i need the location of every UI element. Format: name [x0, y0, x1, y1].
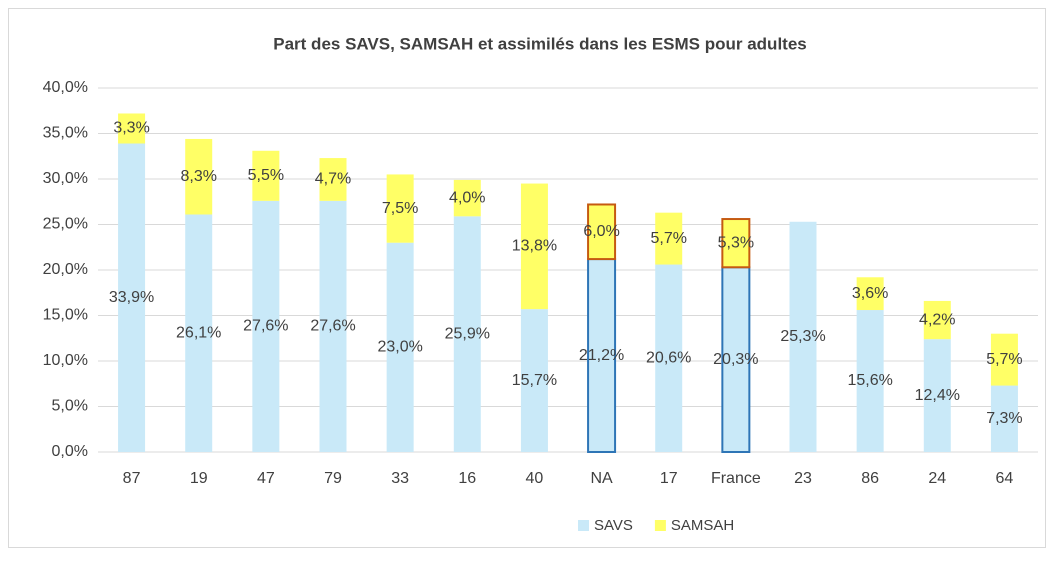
x-tick-label: 64	[996, 470, 1014, 487]
data-label: 5,5%	[248, 167, 284, 184]
bar-segment	[721, 266, 751, 453]
y-tick-label: 30,0%	[43, 170, 88, 187]
bar-segment	[453, 216, 481, 452]
y-tick-label: 25,0%	[43, 216, 88, 233]
y-tick-label: 20,0%	[43, 261, 88, 278]
x-tick-label: France	[711, 470, 761, 487]
data-label: 6,0%	[583, 223, 619, 240]
data-label: 3,6%	[852, 285, 888, 302]
data-label: 5,7%	[986, 351, 1022, 368]
x-tick-label: 86	[861, 470, 879, 487]
bar-segment	[587, 258, 617, 453]
bar-segment	[789, 221, 817, 452]
bar-segment	[118, 113, 146, 144]
bar-segment	[185, 138, 213, 215]
data-label: 26,1%	[176, 324, 221, 341]
x-tick-label: 23	[794, 470, 812, 487]
bar-segment	[118, 143, 146, 452]
bar-segment	[386, 242, 414, 452]
y-tick-label: 35,0%	[43, 125, 88, 142]
bar-segment	[520, 309, 548, 452]
bar-segment	[252, 200, 280, 452]
data-label: 8,3%	[180, 168, 216, 185]
data-label: 27,6%	[243, 318, 288, 335]
y-tick-label: 10,0%	[43, 352, 88, 369]
x-tick-label: 17	[660, 470, 678, 487]
data-label: 7,5%	[382, 200, 418, 217]
data-label: 5,3%	[718, 234, 754, 251]
data-label: 4,7%	[315, 171, 351, 188]
bar-segment	[655, 212, 683, 265]
legend-swatch	[654, 520, 666, 531]
bar-segment	[856, 277, 884, 311]
bar-segment	[856, 310, 884, 452]
bar-segment	[655, 264, 683, 452]
bar-segment	[587, 203, 617, 261]
data-label: 25,9%	[445, 325, 490, 342]
x-tick-label: 79	[324, 470, 342, 487]
x-tick-label: 40	[526, 470, 544, 487]
bar-segment	[990, 385, 1018, 452]
legend-swatch	[578, 520, 589, 531]
x-tick-label: 19	[190, 470, 208, 487]
y-tick-label: 0,0%	[52, 443, 88, 460]
chart-title: Part des SAVS, SAMSAH et assimilés dans …	[273, 34, 806, 53]
data-label: 5,7%	[650, 230, 686, 247]
bar-segment	[319, 200, 347, 452]
data-label: 21,2%	[579, 347, 624, 364]
data-label: 12,4%	[915, 387, 960, 404]
bar-segment	[453, 179, 481, 217]
data-label: 15,7%	[512, 372, 557, 389]
bar-segment	[923, 300, 951, 340]
bar-segment	[721, 218, 751, 269]
data-label: 20,6%	[646, 349, 691, 366]
data-label: 20,3%	[713, 351, 758, 368]
x-tick-label: 33	[391, 470, 409, 487]
y-tick-label: 40,0%	[43, 79, 88, 96]
data-label: 23,0%	[377, 339, 422, 356]
x-tick-label: 87	[123, 470, 141, 487]
bar-segment	[990, 333, 1018, 386]
bar-segment	[923, 339, 951, 452]
data-label: 27,6%	[310, 318, 355, 335]
data-label: 4,2%	[919, 311, 955, 328]
data-label: 15,6%	[847, 372, 892, 389]
data-label: 25,3%	[780, 328, 825, 345]
y-tick-label: 15,0%	[43, 307, 88, 324]
x-tick-label: NA	[590, 470, 613, 487]
data-label: 3,3%	[113, 120, 149, 137]
data-label: 4,0%	[449, 189, 485, 206]
bar-segment	[386, 174, 414, 243]
data-label: 13,8%	[512, 238, 557, 255]
legend-label: SAMSAH	[671, 517, 734, 534]
y-tick-label: 5,0%	[52, 398, 88, 415]
bar-segment	[252, 150, 280, 201]
bar-segment	[319, 158, 347, 201]
bar-segment	[520, 183, 548, 310]
x-tick-label: 24	[928, 470, 946, 487]
data-label: 7,3%	[986, 410, 1022, 427]
x-tick-label: 47	[257, 470, 275, 487]
legend-label: SAVS	[594, 517, 633, 534]
bar-segment	[185, 214, 213, 452]
x-tick-label: 16	[458, 470, 476, 487]
data-label: 33,9%	[109, 289, 154, 306]
